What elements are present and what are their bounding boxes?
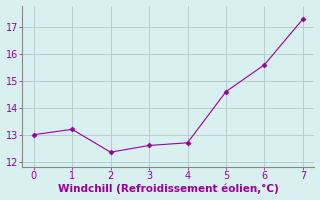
X-axis label: Windchill (Refroidissement éolien,°C): Windchill (Refroidissement éolien,°C) (58, 184, 279, 194)
